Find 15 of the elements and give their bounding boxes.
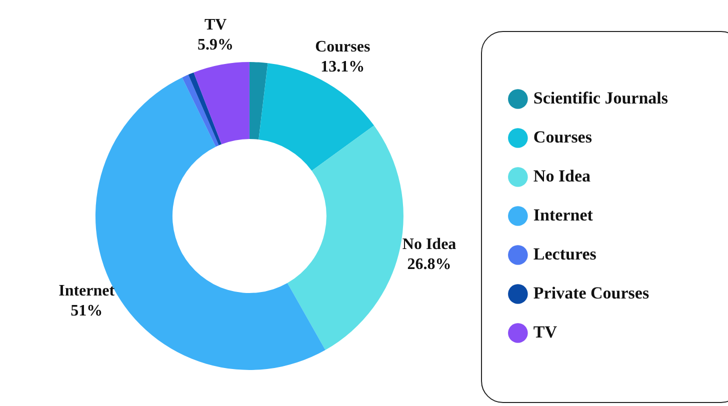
legend-label: Scientific Journals <box>533 88 668 108</box>
slice-label: No Idea <box>402 236 456 254</box>
slice-label: TV <box>204 16 228 34</box>
legend-label: No Idea <box>533 166 592 186</box>
slice-label: Internet <box>58 282 116 300</box>
data-label: 26.8% <box>407 256 452 274</box>
data-label: 51% <box>70 302 103 320</box>
slice-label: Courses <box>315 38 370 56</box>
legend-label: Lectures <box>533 244 597 264</box>
data-label: 13.1% <box>320 58 365 76</box>
legend-label: Internet <box>533 205 594 224</box>
legend-label: TV <box>533 322 558 342</box>
legend-label: Courses <box>533 127 592 146</box>
data-label: 5.9% <box>198 36 234 54</box>
legend-label: Private Courses <box>533 283 650 302</box>
